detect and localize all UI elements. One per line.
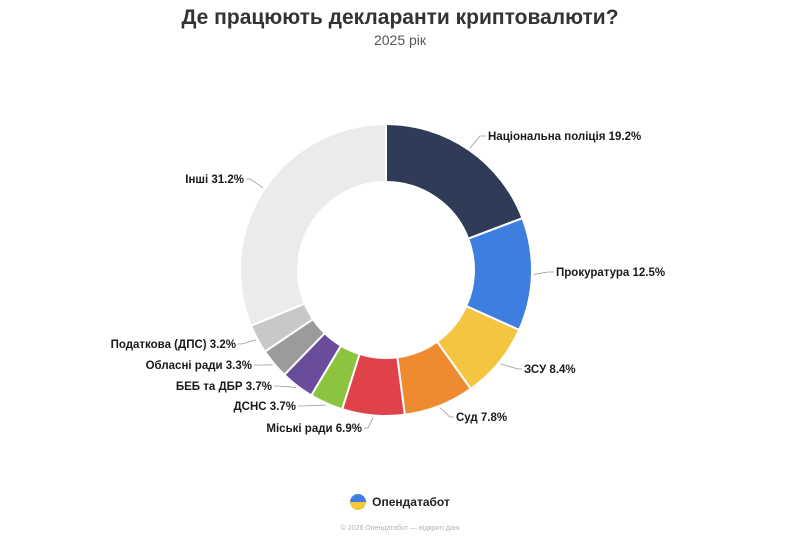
brand: Опендатабот (0, 494, 800, 510)
chart-subtitle: 2025 рік (373, 32, 427, 48)
leader-line (238, 339, 256, 345)
donut-slice (239, 122, 387, 328)
slice-label: Прокуратура 12.5% (556, 267, 665, 279)
slice-label: Національна поліція 19.2% (488, 131, 641, 143)
leader-line (439, 407, 454, 418)
brand-name: Опендатабот (372, 495, 450, 509)
chart-title: Де працюють декларанти криптовалюти? (181, 6, 619, 29)
slice-label: ЗСУ 8.4% (524, 364, 576, 376)
slice-label: Суд 7.8% (456, 412, 507, 424)
slice-label: БЕБ та ДБР 3.7% (176, 381, 272, 393)
slice-label: Обласні ради 3.3% (146, 360, 252, 372)
slice-label: ДСНС 3.7% (233, 401, 296, 413)
leader-line (469, 135, 486, 149)
leader-line (364, 417, 374, 429)
slice-label: Податкова (ДПС) 3.2% (111, 339, 236, 351)
leader-line (533, 271, 554, 275)
leader-line (298, 404, 326, 407)
leader-line (500, 363, 522, 370)
leader-line (274, 385, 296, 388)
leader-line (246, 178, 264, 189)
slice-label: Інші 31.2% (185, 174, 244, 186)
footer-copyright: © 2026 Опендатабот — відкриті дані (340, 525, 460, 532)
opendatabot-logo-icon (350, 494, 367, 510)
slice-label: Міські ради 6.9% (266, 423, 362, 435)
